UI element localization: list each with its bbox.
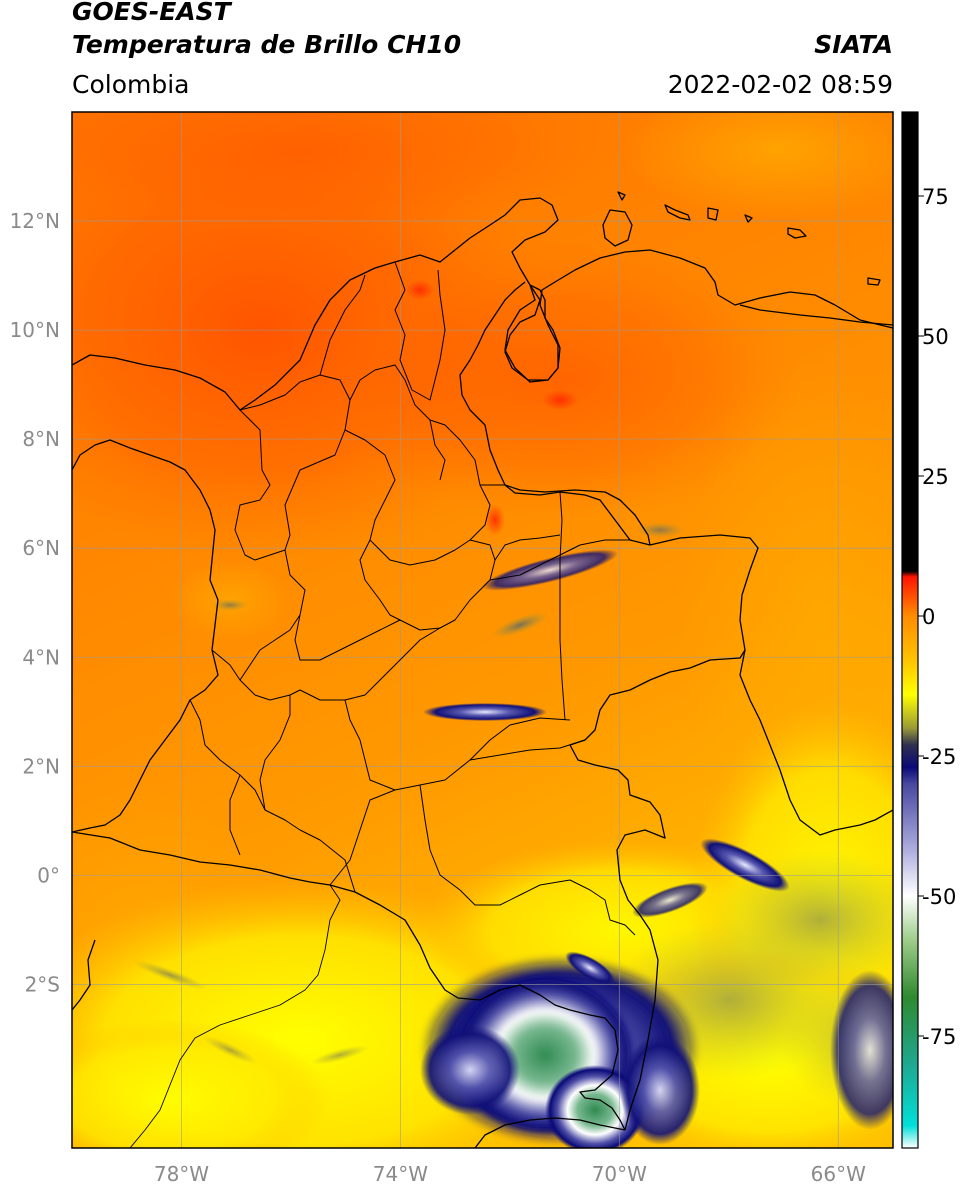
colorbar-tick-label: 25 xyxy=(922,465,949,489)
lat-tick-label: 2°S xyxy=(25,972,60,996)
colorbar-tick-label: -50 xyxy=(922,885,956,909)
caribbean-coastline xyxy=(72,197,893,411)
lat-tick-label: 2°N xyxy=(22,754,60,778)
lon-tick-label: 74°W xyxy=(373,1162,428,1186)
lon-tick-label: 66°W xyxy=(811,1162,866,1186)
lon-tick-label: 78°W xyxy=(154,1162,209,1186)
colorbar: 75 50 25 0 -25 -50 -75 xyxy=(901,111,956,1149)
ecuador-peru-border xyxy=(129,884,341,1148)
lat-tick-label: 0° xyxy=(37,863,60,887)
venezuela-east-coast xyxy=(739,304,893,326)
colorbar-tick-label: 75 xyxy=(922,185,949,209)
lat-tick-label: 6°N xyxy=(22,536,60,560)
lat-tick-label: 12°N xyxy=(10,209,60,233)
map-frame xyxy=(71,111,894,1149)
colorbar-tick-label: -75 xyxy=(922,1025,956,1049)
lat-tick-label: 10°N xyxy=(10,318,60,342)
product-title: Temperatura de Brillo CH10 xyxy=(72,30,462,59)
colorbar-gradient xyxy=(901,111,919,1149)
map-axes: 12°N 10°N 8°N 6°N 4°N 2°N 0° 2°S 78°W 74°W 70°W 66°… xyxy=(10,209,867,1186)
lake-maracaibo xyxy=(504,284,561,381)
datetime-label: 2022-02-02 08:59 xyxy=(667,70,893,99)
brand-label: SIATA xyxy=(814,30,893,59)
satellite-title: GOES-EAST xyxy=(72,0,231,26)
lat-tick-label: 4°N xyxy=(22,645,60,669)
lat-tick-label: 8°N xyxy=(22,427,60,451)
country-borders xyxy=(72,191,893,1148)
paraguana-peninsula xyxy=(602,209,633,247)
department-borders xyxy=(189,261,636,936)
colombia-venezuela-border xyxy=(459,281,526,486)
south-coastline xyxy=(72,939,96,1011)
colorbar-tick-label: -25 xyxy=(922,745,956,769)
gridlines xyxy=(72,112,893,1148)
colorbar-tick-label: 0 xyxy=(922,605,935,629)
pacific-coastline xyxy=(72,439,219,833)
colombia-border xyxy=(72,831,626,1131)
colorbar-tick-label: 50 xyxy=(922,325,949,349)
peru-brazil-border xyxy=(474,1117,626,1148)
lon-tick-label: 70°W xyxy=(592,1162,647,1186)
venezuela-south-border xyxy=(739,649,893,836)
region-label: Colombia xyxy=(72,70,190,99)
temperature-field xyxy=(72,112,893,1148)
